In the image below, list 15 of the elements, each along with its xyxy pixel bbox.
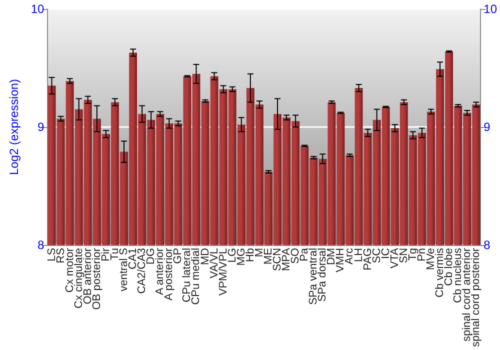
y2-tick-label: 9 <box>484 120 491 134</box>
x-tick-label: MVe <box>424 248 437 270</box>
y2-tick-label: 10 <box>484 2 498 16</box>
y2-tick-label: 8 <box>484 238 491 252</box>
y-tick-label: 9 <box>38 120 45 134</box>
x-tick-label: A posterior <box>163 248 176 301</box>
x-tick-label: CPu medial <box>190 248 202 305</box>
x-tick-label: RS <box>54 248 67 264</box>
x-tick-label: spinal cord posterior <box>470 248 482 348</box>
x-tick-label: IC <box>380 248 392 259</box>
y-axis-title: Log2 (expression) <box>7 78 21 176</box>
y-tick-label: 10 <box>30 2 45 16</box>
x-tick-label: SCN <box>271 248 284 272</box>
y-tick-label: 8 <box>38 238 45 252</box>
x-tick-label: Arc <box>344 247 356 264</box>
